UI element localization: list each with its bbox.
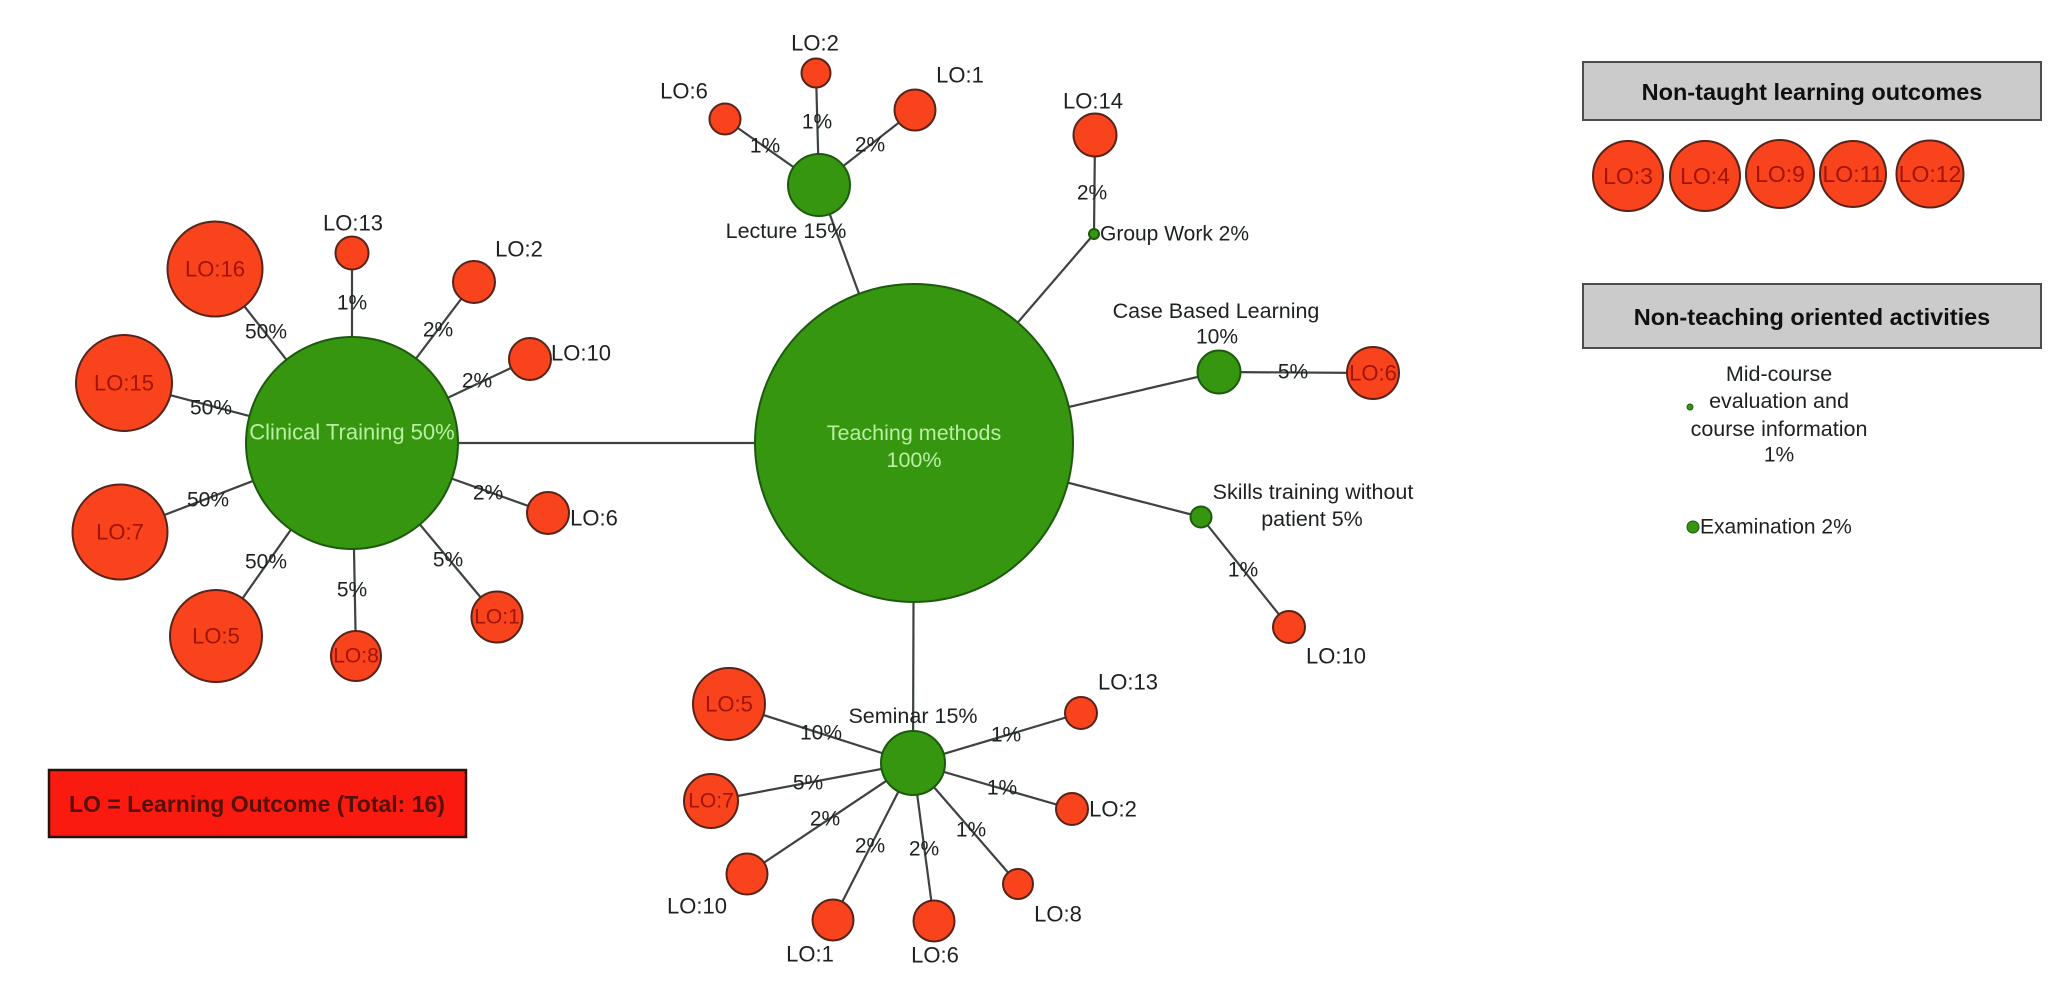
- svg-text:LO:3: LO:3: [1603, 163, 1653, 189]
- svg-text:5%: 5%: [433, 549, 463, 572]
- svg-text:100%: 100%: [887, 448, 942, 472]
- svg-text:1%: 1%: [991, 724, 1021, 747]
- svg-text:Mid-course: Mid-course: [1726, 362, 1832, 386]
- svg-text:LO:12: LO:12: [1899, 161, 1962, 187]
- svg-text:LO:10: LO:10: [551, 341, 611, 366]
- svg-text:LO:8: LO:8: [1034, 902, 1082, 927]
- svg-text:LO = Learning Outcome (Total:: LO = Learning Outcome (Total: 16): [69, 791, 445, 817]
- svg-text:50%: 50%: [187, 489, 229, 512]
- svg-text:LO:4: LO:4: [1680, 163, 1730, 189]
- svg-text:LO:2: LO:2: [791, 31, 839, 56]
- svg-text:LO:13: LO:13: [1098, 670, 1158, 695]
- svg-text:2%: 2%: [810, 808, 840, 831]
- svg-text:LO:5: LO:5: [192, 624, 240, 649]
- svg-text:LO:9: LO:9: [1755, 161, 1805, 187]
- svg-text:1%: 1%: [987, 777, 1017, 800]
- svg-text:1%: 1%: [1764, 444, 1794, 467]
- svg-text:course information: course information: [1691, 417, 1868, 441]
- svg-text:LO:7: LO:7: [96, 520, 144, 545]
- svg-text:LO:16: LO:16: [185, 257, 245, 282]
- svg-text:Case Based Learning: Case Based Learning: [1113, 299, 1320, 323]
- svg-text:10%: 10%: [1196, 326, 1238, 349]
- svg-text:1%: 1%: [802, 111, 832, 134]
- svg-text:LO:2: LO:2: [495, 237, 543, 262]
- svg-text:50%: 50%: [245, 551, 287, 574]
- svg-text:LO:14: LO:14: [1063, 89, 1123, 114]
- svg-text:LO:6: LO:6: [660, 79, 708, 104]
- svg-text:1%: 1%: [1228, 559, 1258, 582]
- svg-text:2%: 2%: [855, 134, 885, 157]
- svg-text:LO:11: LO:11: [1823, 161, 1884, 187]
- svg-text:Non-teaching oriented activiti: Non-teaching oriented activities: [1634, 304, 1990, 330]
- svg-text:Lecture 15%: Lecture 15%: [726, 219, 847, 243]
- svg-text:LO:1: LO:1: [936, 63, 984, 88]
- svg-text:50%: 50%: [245, 321, 287, 344]
- svg-text:Skills training without: Skills training without: [1213, 480, 1414, 504]
- svg-text:Teaching methods: Teaching methods: [827, 421, 1002, 445]
- svg-text:LO:6: LO:6: [1349, 361, 1397, 386]
- svg-text:1%: 1%: [337, 292, 367, 315]
- svg-text:LO:13: LO:13: [323, 211, 383, 236]
- svg-text:2%: 2%: [473, 482, 503, 505]
- svg-text:1%: 1%: [956, 819, 986, 842]
- svg-text:2%: 2%: [423, 319, 453, 342]
- svg-text:LO:2: LO:2: [1089, 797, 1137, 822]
- svg-text:2%: 2%: [462, 370, 492, 393]
- svg-text:LO:10: LO:10: [1306, 644, 1366, 669]
- svg-text:50%: 50%: [190, 397, 232, 420]
- svg-text:10%: 10%: [800, 722, 842, 745]
- svg-text:2%: 2%: [1077, 182, 1107, 205]
- svg-text:Clinical Training 50%: Clinical Training 50%: [249, 420, 454, 445]
- svg-text:LO:6: LO:6: [570, 506, 618, 531]
- svg-text:LO:10: LO:10: [667, 894, 727, 919]
- svg-text:Non-taught learning outcomes: Non-taught learning outcomes: [1642, 79, 1983, 105]
- svg-text:5%: 5%: [1278, 361, 1308, 384]
- svg-text:evaluation and: evaluation and: [1709, 389, 1849, 413]
- svg-text:2%: 2%: [909, 838, 939, 861]
- svg-text:1%: 1%: [750, 135, 780, 158]
- svg-text:2%: 2%: [855, 835, 885, 858]
- svg-text:LO:1: LO:1: [474, 606, 520, 629]
- svg-text:LO:15: LO:15: [94, 371, 154, 396]
- svg-text:LO:6: LO:6: [911, 943, 959, 968]
- svg-text:Examination 2%: Examination 2%: [1700, 516, 1852, 539]
- svg-text:5%: 5%: [337, 579, 367, 602]
- svg-text:LO:5: LO:5: [705, 692, 753, 717]
- svg-text:LO:8: LO:8: [333, 645, 379, 668]
- svg-text:5%: 5%: [793, 772, 823, 795]
- svg-text:LO:1: LO:1: [786, 942, 834, 967]
- svg-text:patient 5%: patient 5%: [1261, 507, 1363, 531]
- svg-text:LO:7: LO:7: [688, 790, 734, 813]
- svg-text:Seminar 15%: Seminar 15%: [848, 704, 977, 728]
- svg-text:Group Work 2%: Group Work 2%: [1100, 223, 1249, 246]
